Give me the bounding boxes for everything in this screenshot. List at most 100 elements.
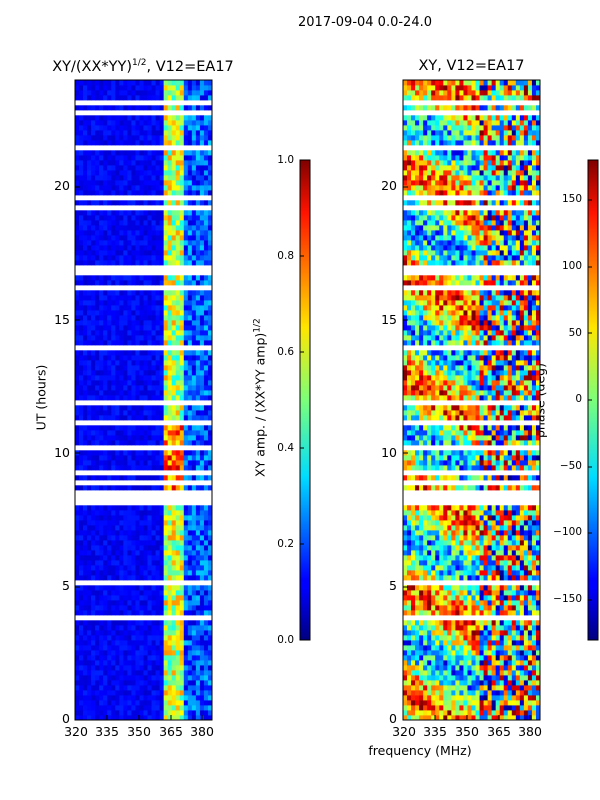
heatmap-cell xyxy=(139,625,144,631)
heatmap-cell xyxy=(135,595,140,601)
heatmap-cell xyxy=(179,120,185,126)
heatmap-cell xyxy=(115,380,120,386)
heatmap-cell xyxy=(87,460,92,466)
heatmap-cell xyxy=(463,655,468,661)
heatmap-cell xyxy=(75,200,80,206)
heatmap-cell xyxy=(187,305,193,311)
heatmap-cell xyxy=(99,155,104,161)
heatmap-cell xyxy=(195,185,201,191)
heatmap-cell xyxy=(87,115,92,121)
heatmap-cell xyxy=(403,670,408,676)
heatmap-cell xyxy=(527,550,533,556)
heatmap-cell xyxy=(407,695,412,701)
heatmap-cell xyxy=(99,130,104,136)
heatmap-cell xyxy=(171,355,177,361)
heatmap-cell xyxy=(147,380,152,386)
heatmap-cell xyxy=(183,380,189,386)
heatmap-cell xyxy=(159,585,165,591)
heatmap-cell xyxy=(143,640,148,646)
heatmap-cell xyxy=(159,280,165,286)
heatmap-cell xyxy=(95,385,100,391)
heatmap-cell xyxy=(491,680,497,686)
heatmap-cell xyxy=(127,395,132,401)
heatmap-cell xyxy=(91,595,96,601)
heatmap-cell xyxy=(515,590,521,596)
heatmap-cell xyxy=(171,650,177,656)
heatmap-cell xyxy=(123,565,128,571)
heatmap-cell xyxy=(75,245,80,251)
heatmap-cell xyxy=(531,545,537,551)
heatmap-cell xyxy=(83,415,88,421)
heatmap-cell xyxy=(79,600,84,606)
heatmap-cell xyxy=(151,560,156,566)
heatmap-cell xyxy=(111,540,116,546)
heatmap-cell xyxy=(103,640,108,646)
heatmap-cell xyxy=(451,600,456,606)
heatmap-cell xyxy=(503,650,509,656)
heatmap-cell xyxy=(127,385,132,391)
heatmap-cell xyxy=(159,90,165,96)
heatmap-cell xyxy=(179,280,185,286)
heatmap-cell xyxy=(143,235,148,241)
heatmap-cell xyxy=(155,550,161,556)
heatmap-cell xyxy=(515,695,521,701)
heatmap-cell xyxy=(499,695,505,701)
heatmap-cell xyxy=(91,280,96,286)
heatmap-cell xyxy=(99,575,104,581)
heatmap-cell xyxy=(511,560,517,566)
heatmap-cell xyxy=(207,595,213,601)
heatmap-cell xyxy=(507,585,513,591)
heatmap-cell xyxy=(115,140,120,146)
heatmap-cell xyxy=(487,645,493,651)
heatmap-cell xyxy=(139,220,144,226)
heatmap-cell xyxy=(203,660,209,666)
heatmap-cell xyxy=(207,675,213,681)
heatmap-cell xyxy=(523,690,529,696)
heatmap-cell xyxy=(75,440,80,446)
heatmap-cell xyxy=(487,570,493,576)
heatmap-cell xyxy=(79,310,84,316)
heatmap-cell xyxy=(203,335,209,341)
heatmap-cell xyxy=(199,670,205,676)
heatmap-cell xyxy=(415,640,420,646)
heatmap-cell xyxy=(87,530,92,536)
heatmap-cell xyxy=(127,380,132,386)
heatmap-cell xyxy=(91,160,96,166)
heatmap-cell xyxy=(183,465,189,471)
heatmap-cell xyxy=(463,705,468,711)
heatmap-cell xyxy=(95,505,100,511)
heatmap-cell xyxy=(195,280,201,286)
heatmap-cell xyxy=(83,620,88,626)
heatmap-cell xyxy=(463,620,468,626)
heatmap-cell xyxy=(99,250,104,256)
heatmap-cell xyxy=(123,150,128,156)
heatmap-cell xyxy=(187,220,193,226)
heatmap-cell xyxy=(203,130,209,136)
heatmap-cell xyxy=(91,125,96,131)
heatmap-cell xyxy=(207,570,213,576)
heatmap-cell xyxy=(519,595,525,601)
heatmap-cell xyxy=(95,230,100,236)
heatmap-cell xyxy=(83,325,88,331)
heatmap-cell xyxy=(427,685,432,691)
heatmap-cell xyxy=(519,590,525,596)
heatmap-cell xyxy=(167,440,173,446)
heatmap-cell xyxy=(103,355,108,361)
heatmap-cell xyxy=(447,565,452,571)
flagged-row xyxy=(75,195,212,201)
heatmap-cell xyxy=(427,660,432,666)
heatmap-cell xyxy=(467,590,472,596)
heatmap-cell xyxy=(503,655,509,661)
heatmap-cell xyxy=(131,165,136,171)
heatmap-cell xyxy=(87,170,92,176)
heatmap-cell xyxy=(419,640,424,646)
heatmap-cell xyxy=(403,665,408,671)
heatmap-cell xyxy=(99,230,104,236)
heatmap-cell xyxy=(155,410,161,416)
heatmap-cell xyxy=(203,355,209,361)
heatmap-cell xyxy=(531,535,537,541)
phase-heatmap xyxy=(403,80,541,721)
heatmap-cell xyxy=(75,280,80,286)
heatmap-cell xyxy=(163,425,169,431)
heatmap-cell xyxy=(475,645,480,651)
